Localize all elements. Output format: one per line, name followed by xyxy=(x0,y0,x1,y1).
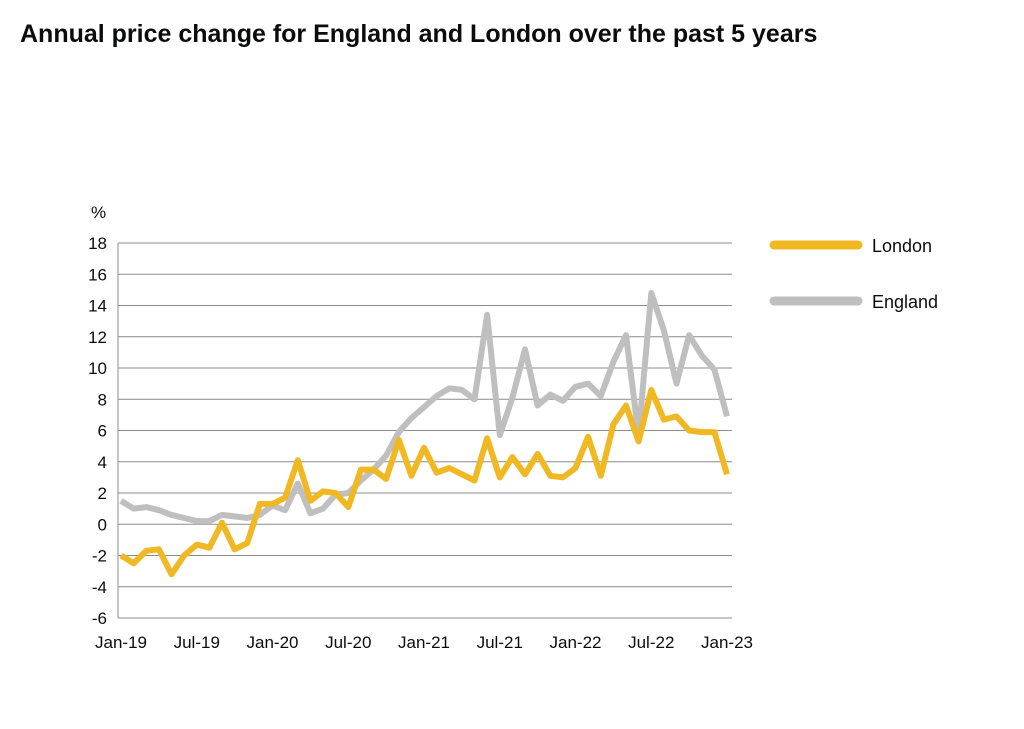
y-axis-unit-label: % xyxy=(91,203,106,222)
y-tick-label: 14 xyxy=(88,297,107,316)
y-tick-label: -2 xyxy=(92,547,107,566)
y-tick-label: -4 xyxy=(92,578,107,597)
x-tick-label: Jul-21 xyxy=(477,633,523,652)
y-tick-label: 0 xyxy=(98,515,107,534)
legend-label-england: England xyxy=(872,292,938,312)
x-tick-label: Jul-19 xyxy=(174,633,220,652)
y-tick-label: 4 xyxy=(98,453,107,472)
x-tick-label: Jan-20 xyxy=(247,633,299,652)
x-tick-label: Jan-23 xyxy=(701,633,753,652)
y-tick-label: 6 xyxy=(98,422,107,441)
x-tick-label: Jan-21 xyxy=(398,633,450,652)
legend: London England xyxy=(769,236,938,312)
y-tick-label: -6 xyxy=(92,609,107,628)
y-tick-label: 8 xyxy=(98,390,107,409)
y-tick-label: 2 xyxy=(98,484,107,503)
y-tick-label: 10 xyxy=(88,359,107,378)
x-tick-label: Jan-19 xyxy=(95,633,147,652)
y-tick-label: 16 xyxy=(88,265,107,284)
y-axis-ticks: 18 16 14 12 10 8 6 4 2 0 -2 -4 -6 xyxy=(88,234,107,628)
chart-title: Annual price change for England and Lond… xyxy=(20,20,818,48)
x-axis-ticks: Jan-19 Jul-19 Jan-20 Jul-20 Jan-21 Jul-21 Jan-… xyxy=(95,633,753,652)
x-tick-label: Jan-22 xyxy=(550,633,602,652)
series-line-london xyxy=(119,386,730,578)
x-tick-label: Jul-20 xyxy=(325,633,371,652)
series-line-england xyxy=(119,290,730,525)
gridlines xyxy=(117,242,732,619)
legend-label-london: London xyxy=(872,236,932,256)
y-tick-label: 18 xyxy=(88,234,107,253)
series-lines xyxy=(119,290,730,578)
y-tick-label: 12 xyxy=(88,328,107,347)
x-tick-label: Jul-22 xyxy=(628,633,674,652)
